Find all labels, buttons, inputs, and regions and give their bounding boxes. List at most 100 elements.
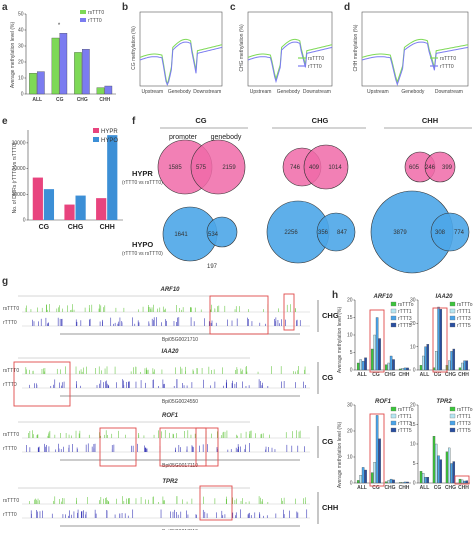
legend-swatch — [449, 406, 456, 412]
x-tick-label: ALL — [357, 372, 367, 378]
legend-label: rTTT5 — [398, 428, 412, 434]
panel-e-ylabel: No. of DMRs (rTTT0 vs rsTTT0) — [12, 142, 18, 213]
venn-row-hypr-sub: (rTTT0 vs rsTTT0) — [122, 180, 163, 186]
bar — [401, 482, 404, 484]
gene-title: ARF10 — [159, 287, 180, 293]
venn-row-hypo-sub: (rTTT0 vs rsTTT0) — [122, 251, 163, 257]
panel-b-chart: Upstream Genebody Downstream — [139, 11, 223, 95]
track-label: rsTTT0 — [3, 306, 19, 312]
legend-label: rTTT1 — [398, 309, 412, 315]
panel-d-letter: d — [344, 2, 350, 13]
venn-hypr-chh: 605 246 399 — [404, 151, 456, 183]
bar — [439, 309, 443, 371]
venn-value: 847 — [337, 230, 348, 236]
bar — [458, 367, 462, 371]
x-tick-label: Genebody — [401, 89, 425, 95]
legend-swatch — [390, 315, 397, 321]
venn-row-hypo: HYPO — [132, 240, 153, 249]
track-label: rTTT0 — [3, 382, 17, 388]
panel-d-ylabel: CHH methylation (%) — [353, 24, 359, 71]
y-tick-label: 10000 — [12, 192, 26, 198]
venn-value: 774 — [454, 230, 465, 236]
profile-line-rsttt0 — [361, 38, 469, 84]
venn-hypr-chg: 746 409 1014 — [282, 144, 349, 190]
x-tick-label: CHG — [384, 485, 395, 491]
plot-frame — [139, 11, 223, 87]
bar — [426, 344, 430, 371]
bar — [359, 359, 362, 371]
y-tick-label: 0 — [350, 481, 353, 487]
legend-swatch — [390, 420, 397, 426]
panel-d-chart: Upstream Genebody Downstream rsTTT0 rTTT0 — [361, 11, 469, 95]
bar — [389, 478, 393, 484]
y-tick-label: 0 — [350, 368, 353, 374]
bar — [461, 362, 464, 371]
venn-value: 409 — [309, 165, 320, 171]
x-tick-label: ALL — [32, 97, 42, 103]
y-tick-label: 10 — [347, 455, 353, 461]
venn-col-genebody: genebody — [211, 134, 242, 141]
x-tick-label: CG — [434, 485, 442, 491]
legend-label: HYPO — [101, 138, 118, 144]
panel-h: h Average methylation level (%) Average … — [332, 290, 473, 491]
y-tick-label: 0 — [413, 481, 416, 487]
legend-label: rsTTTo — [398, 407, 414, 413]
bar — [435, 443, 438, 484]
panel-h-letter: h — [332, 290, 338, 301]
y-tick-label: 5 — [350, 350, 353, 356]
x-tick-label: CHH — [399, 485, 410, 491]
bar — [96, 87, 105, 95]
bar — [364, 357, 367, 371]
x-tick-label: CHH — [399, 372, 410, 378]
bar — [398, 368, 402, 371]
y-tick-label: 30 — [347, 403, 353, 409]
gene-title: ROF1 — [162, 413, 179, 419]
x-tick-label: Downstream — [435, 89, 463, 95]
panel-a-star: * — [58, 23, 61, 29]
panel-a: a Average methylation level (%) ALL CG CHG… — [2, 2, 116, 103]
x-tick-label: ALL — [357, 485, 367, 491]
bar — [361, 361, 365, 371]
bar — [461, 479, 464, 484]
bar — [437, 455, 440, 484]
bar — [419, 471, 423, 484]
legend-label: rTTT3 — [398, 421, 412, 427]
venn-value: 746 — [290, 165, 301, 171]
x-tick-label: Genebody — [277, 89, 301, 95]
y-tick-label: 0 — [413, 368, 416, 374]
bar — [387, 362, 390, 371]
x-tick-label: CG — [56, 97, 64, 103]
legend-swatch — [449, 322, 456, 328]
x-tick-label: Upstream — [367, 89, 389, 95]
x-tick-label: Upstream — [141, 89, 163, 95]
x-tick-label: ALL — [420, 485, 430, 491]
legend-swatch — [449, 315, 456, 321]
bar — [463, 360, 466, 371]
panel-h-ylabel-bottom: Average methylation level (%) — [337, 422, 343, 489]
bar — [378, 338, 381, 371]
y-tick-label: 15 — [347, 315, 353, 321]
bar — [424, 346, 427, 371]
legend-swatch — [390, 427, 397, 433]
legend-label: rTTT5 — [398, 323, 412, 329]
legend-swatch — [449, 308, 456, 314]
y-tick-label: 10 — [347, 333, 353, 339]
highlight-box — [159, 427, 219, 467]
bar — [59, 33, 68, 95]
y-tick-label: 5 — [413, 461, 416, 467]
gene-title: TPR2 — [162, 479, 178, 485]
x-tick-label: CHH — [458, 485, 469, 491]
x-tick-label: Upstream — [250, 89, 272, 95]
bar — [74, 52, 82, 95]
venn-value: 1585 — [168, 165, 182, 171]
y-tick-label: 10 — [410, 442, 416, 448]
legend-swatch-green — [80, 10, 86, 14]
profile-line-rttt0 — [361, 41, 469, 87]
venn-value: 1641 — [174, 232, 188, 238]
y-tick-label: 20000 — [12, 166, 26, 172]
bar — [43, 189, 55, 220]
venn-hypo-cg: 1641 534 197 — [162, 206, 238, 270]
venn-value: 399 — [442, 165, 453, 171]
panel-g-tracks: ARF10 rsTTT0 rTTT0 Bpi05G0021710 CHG IAA20 rsT… — [3, 287, 339, 535]
x-tick-label: CHG — [445, 485, 456, 491]
